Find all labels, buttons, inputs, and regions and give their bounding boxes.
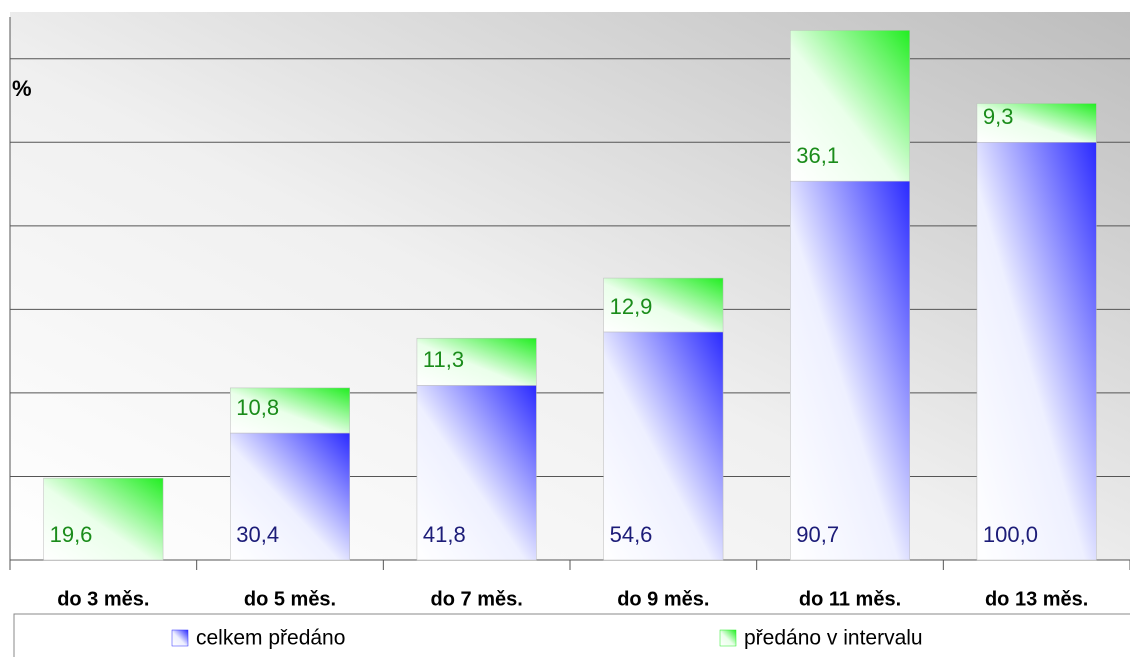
- x-tick-label: do 5 měs.: [244, 588, 336, 610]
- legend-swatch: [719, 629, 737, 647]
- bar-segment: [790, 30, 910, 182]
- legend-label: celkem předáno: [196, 627, 345, 650]
- x-tick-label: do 11 měs.: [799, 588, 901, 610]
- value-label: 11,3: [423, 347, 464, 372]
- bar-segment: [976, 142, 1097, 561]
- value-label: 90,7: [796, 522, 839, 547]
- value-label: 36,1: [796, 143, 839, 168]
- legend-swatch: [171, 629, 189, 647]
- y-axis-label: %: [12, 76, 32, 101]
- x-tick-label: do 13 měs.: [985, 588, 1088, 610]
- value-label: 19,6: [50, 522, 93, 547]
- bar-segment: [416, 337, 537, 386]
- value-label: 12,9: [610, 294, 653, 319]
- bar-segment: [976, 103, 1097, 143]
- value-label: 30,4: [236, 522, 279, 547]
- value-label: 9,3: [983, 104, 1014, 129]
- bar-segment: [603, 331, 724, 561]
- value-label: 41,8: [423, 522, 466, 547]
- plot-background: [10, 12, 1130, 560]
- bar-segment: [790, 180, 910, 561]
- legend-label: předáno v intervalu: [744, 627, 923, 650]
- bar-segment: [43, 477, 164, 561]
- value-label: 10,8: [236, 395, 279, 420]
- bar-segment: [416, 385, 537, 561]
- x-tick-label: do 3 měs.: [57, 588, 149, 610]
- bar-segment: [230, 432, 350, 561]
- value-label: 100,0: [983, 522, 1038, 547]
- value-label: 54,6: [610, 522, 653, 547]
- legend-box: [13, 613, 1130, 662]
- x-tick-label: do 9 měs.: [617, 588, 709, 610]
- x-tick-label: do 7 měs.: [431, 588, 523, 610]
- bar-segment: [603, 277, 724, 333]
- bar-segment: [230, 387, 350, 434]
